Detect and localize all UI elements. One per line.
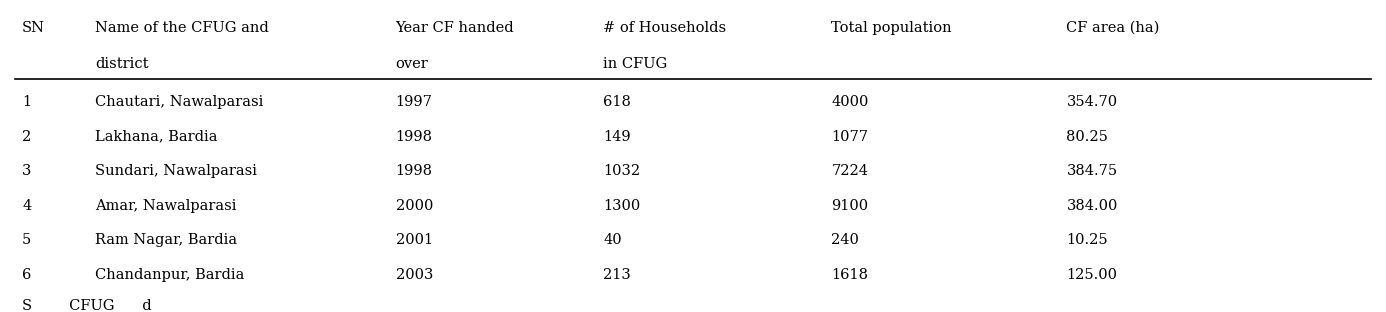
Text: Chautari, Nawalparasi: Chautari, Nawalparasi <box>96 95 263 109</box>
Text: Name of the CFUG and: Name of the CFUG and <box>96 21 269 35</box>
Text: 4000: 4000 <box>832 95 869 109</box>
Text: Ram Nagar, Bardia: Ram Nagar, Bardia <box>96 233 237 247</box>
Text: 2000: 2000 <box>395 199 432 213</box>
Text: 2003: 2003 <box>395 268 432 282</box>
Text: 1300: 1300 <box>603 199 640 213</box>
Text: 3: 3 <box>22 164 32 178</box>
Text: 1998: 1998 <box>395 130 432 144</box>
Text: 7224: 7224 <box>832 164 868 178</box>
Text: 1077: 1077 <box>832 130 868 144</box>
Text: 80.25: 80.25 <box>1066 130 1109 144</box>
Text: 384.75: 384.75 <box>1066 164 1117 178</box>
Text: 2: 2 <box>22 130 32 144</box>
Text: 2001: 2001 <box>395 233 432 247</box>
Text: 618: 618 <box>603 95 631 109</box>
Text: 9100: 9100 <box>832 199 869 213</box>
Text: 1998: 1998 <box>395 164 432 178</box>
Text: Amar, Nawalparasi: Amar, Nawalparasi <box>96 199 237 213</box>
Text: S        CFUG      d: S CFUG d <box>22 300 151 312</box>
Text: 240: 240 <box>832 233 859 247</box>
Text: Total population: Total population <box>832 21 952 35</box>
Text: Year CF handed: Year CF handed <box>395 21 514 35</box>
Text: Lakhana, Bardia: Lakhana, Bardia <box>96 130 218 144</box>
Text: Chandanpur, Bardia: Chandanpur, Bardia <box>96 268 245 282</box>
Text: 149: 149 <box>603 130 631 144</box>
Text: 384.00: 384.00 <box>1066 199 1119 213</box>
Text: in CFUG: in CFUG <box>603 56 667 71</box>
Text: 125.00: 125.00 <box>1066 268 1117 282</box>
Text: over: over <box>395 56 428 71</box>
Text: 1032: 1032 <box>603 164 640 178</box>
Text: 4: 4 <box>22 199 32 213</box>
Text: 1: 1 <box>22 95 32 109</box>
Text: 40: 40 <box>603 233 622 247</box>
Text: 354.70: 354.70 <box>1066 95 1117 109</box>
Text: 1618: 1618 <box>832 268 868 282</box>
Text: 6: 6 <box>22 268 32 282</box>
Text: Sundari, Nawalparasi: Sundari, Nawalparasi <box>96 164 258 178</box>
Text: 5: 5 <box>22 233 32 247</box>
Text: 213: 213 <box>603 268 631 282</box>
Text: district: district <box>96 56 148 71</box>
Text: CF area (ha): CF area (ha) <box>1066 21 1160 35</box>
Text: # of Households: # of Households <box>603 21 726 35</box>
Text: SN: SN <box>22 21 46 35</box>
Text: 10.25: 10.25 <box>1066 233 1107 247</box>
Text: 1997: 1997 <box>395 95 432 109</box>
